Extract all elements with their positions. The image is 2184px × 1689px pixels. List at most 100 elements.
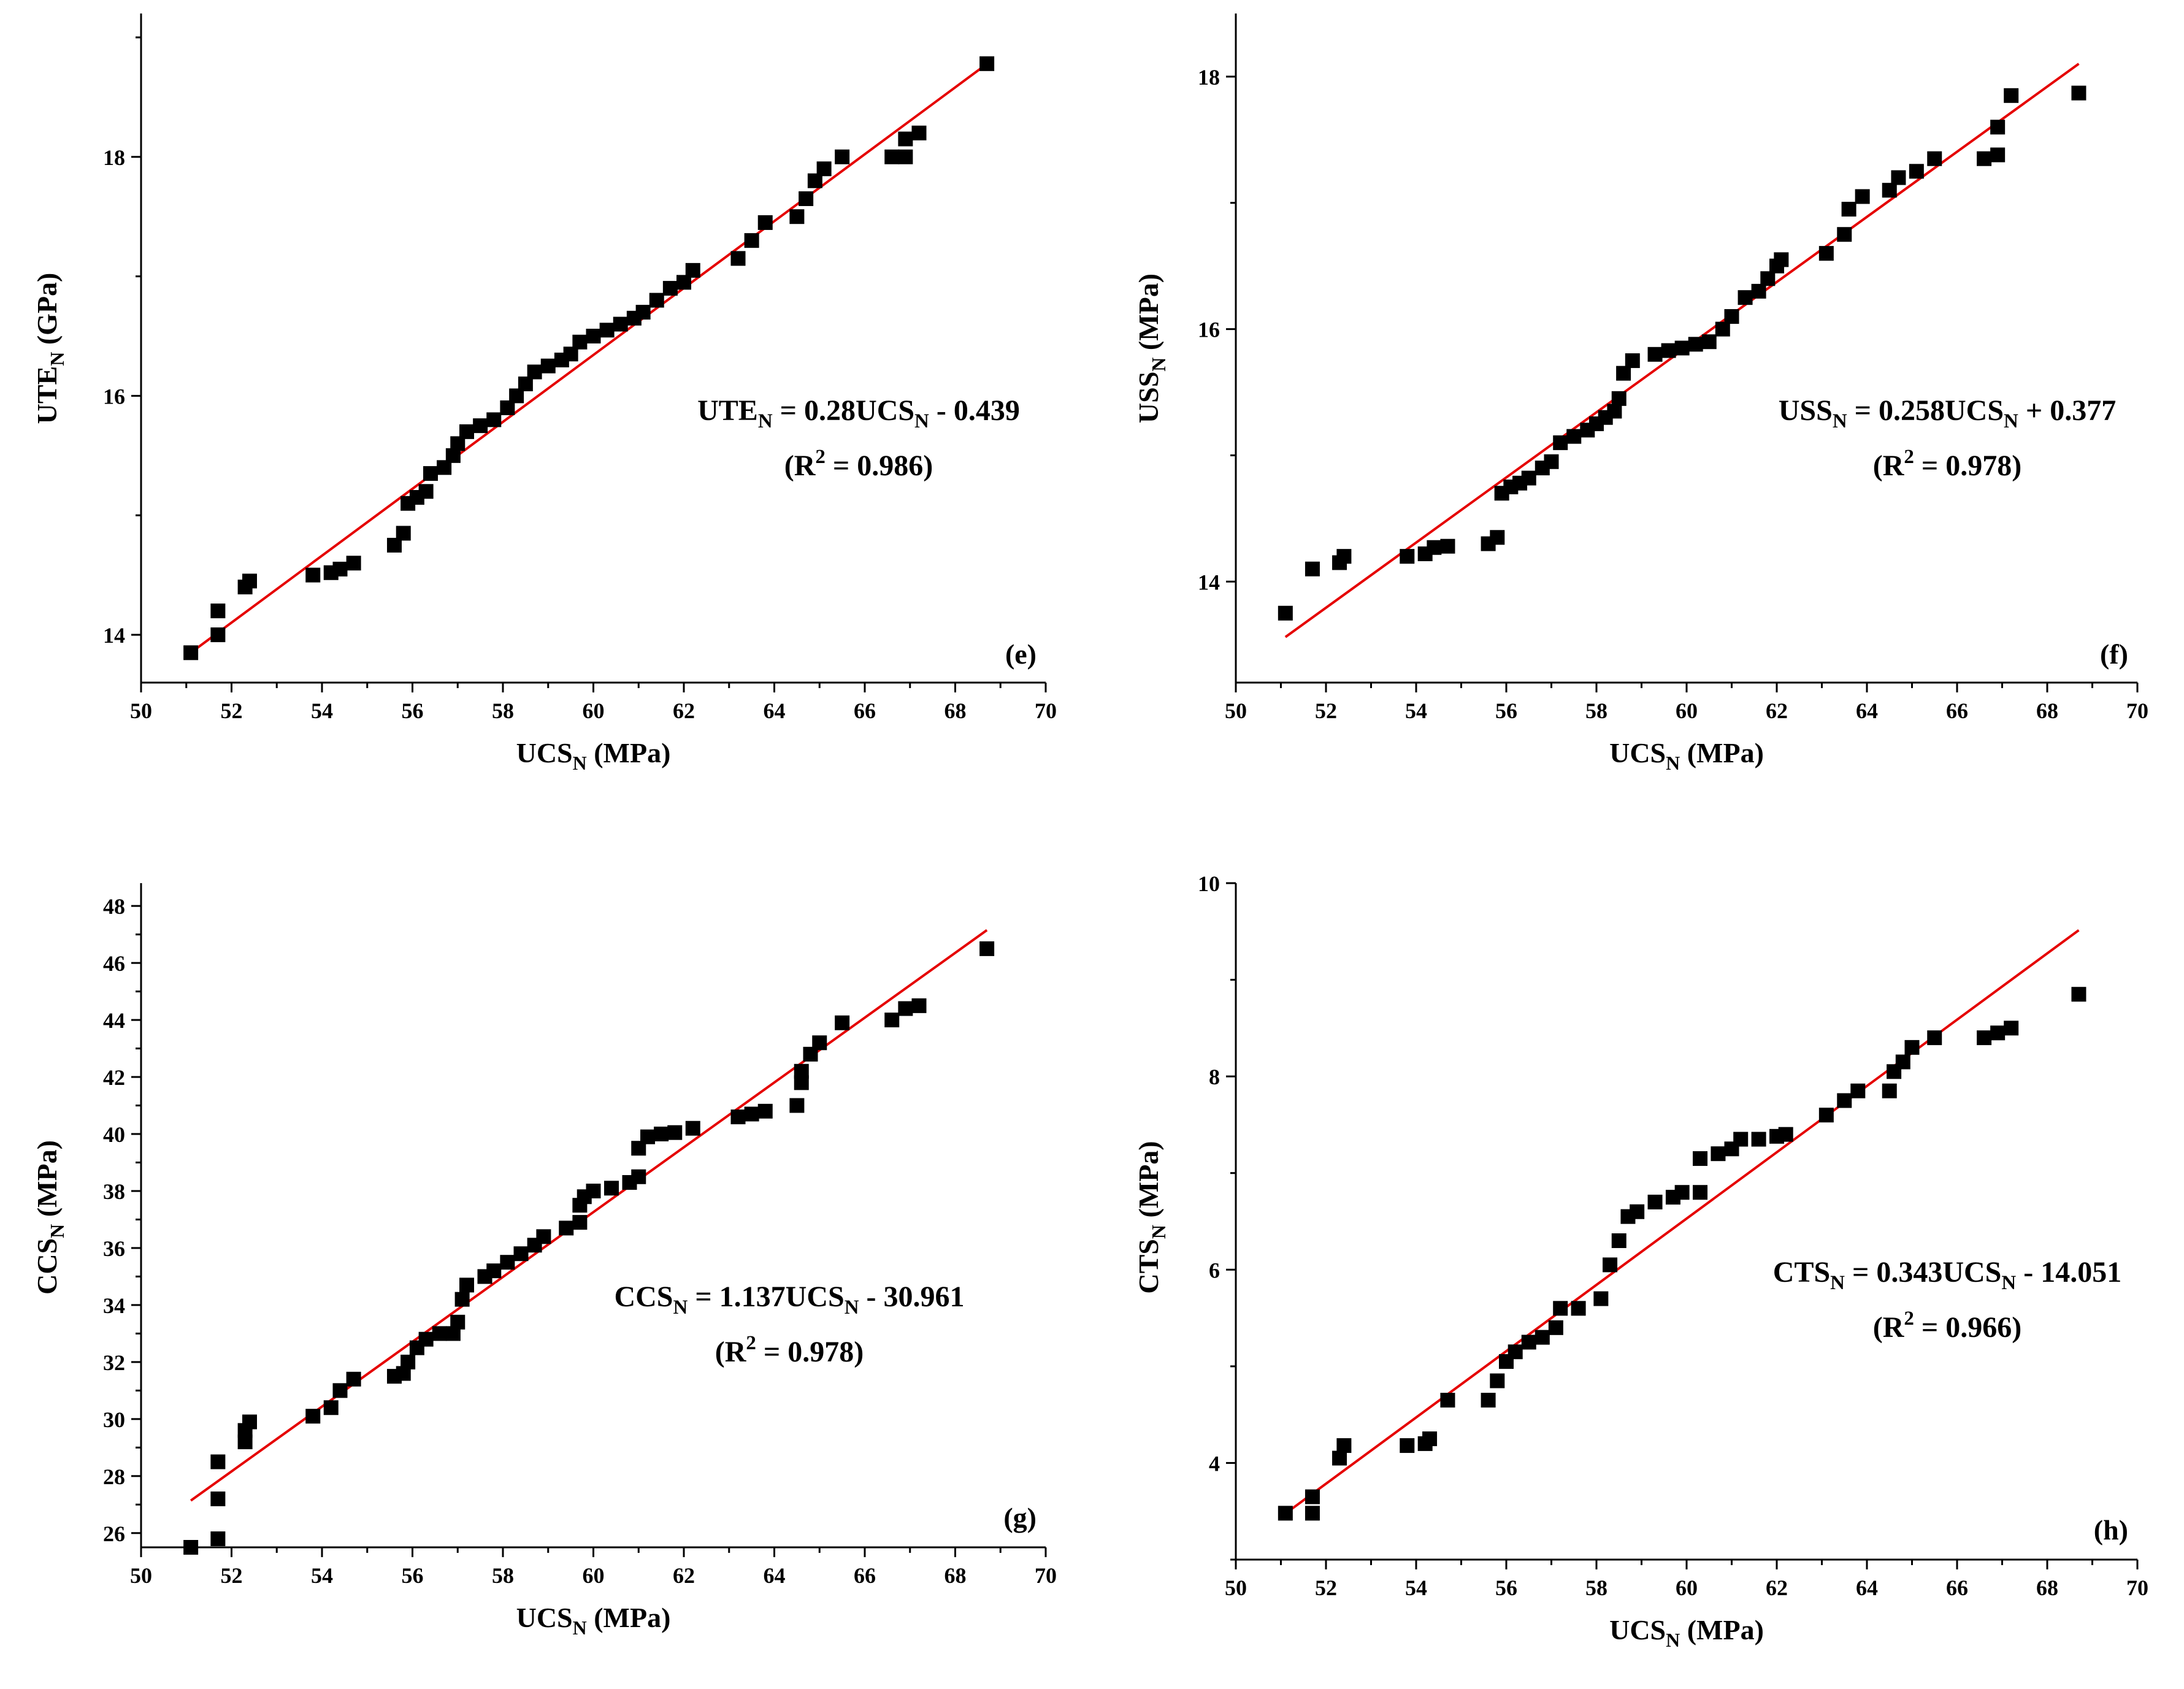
y-axis-title-main: CCS	[31, 1238, 63, 1295]
y-tick-label: 6	[1209, 1258, 1220, 1282]
y-tick-label: 28	[103, 1465, 125, 1489]
x-tick-label: 58	[1585, 699, 1607, 723]
data-point	[1711, 1146, 1726, 1162]
data-point	[1882, 1083, 1897, 1098]
x-axis-title-main: UCS	[1609, 1614, 1666, 1645]
data-point	[685, 1120, 700, 1136]
y-axis-title: CCSN (MPa)	[31, 1140, 68, 1295]
data-point	[730, 251, 746, 266]
eq-coef-sub: N	[2001, 1272, 2016, 1294]
data-point	[757, 215, 773, 230]
data-point	[423, 466, 438, 481]
r-squared: (R2 = 0.978)	[715, 1332, 864, 1368]
data-point	[1751, 1132, 1766, 1147]
y-axis-title: USSN (MPa)	[1133, 274, 1170, 423]
data-point	[2071, 85, 2086, 101]
x-tick-label: 66	[1946, 699, 1968, 723]
data-point	[1688, 337, 1703, 352]
data-point	[1977, 151, 1992, 166]
x-tick-label: 62	[673, 699, 695, 723]
x-tick-label: 60	[583, 1563, 605, 1588]
y-tick-label: 48	[103, 894, 125, 919]
data-point	[486, 412, 502, 427]
x-tick-label: 56	[1495, 1576, 1517, 1600]
x-tick-label: 58	[1585, 1576, 1607, 1600]
data-point	[1400, 549, 1415, 564]
data-point	[513, 1246, 529, 1262]
data-point	[794, 1063, 809, 1079]
r2-post: = 0.978)	[756, 1336, 864, 1368]
data-point	[662, 281, 678, 296]
x-axis-title-sub: N	[1666, 752, 1680, 774]
eq-lhs: UTE	[697, 394, 758, 427]
eq-lhs: CTS	[1773, 1256, 1830, 1289]
data-point	[1855, 189, 1870, 204]
data-point	[1427, 540, 1442, 555]
data-point	[1674, 1185, 1690, 1200]
data-point	[1738, 290, 1753, 305]
r2-sup: 2	[746, 1332, 756, 1354]
r2-sup: 2	[1904, 1308, 1914, 1330]
x-tick-label: 56	[402, 1563, 424, 1588]
data-point	[1647, 347, 1663, 362]
eq-lhs-sub: N	[673, 1296, 688, 1319]
data-point	[1607, 404, 1622, 419]
data-point	[432, 1326, 447, 1341]
data-point	[730, 1109, 746, 1125]
data-point	[1909, 164, 1924, 179]
y-tick-label: 38	[103, 1179, 125, 1204]
y-tick-label: 46	[103, 951, 125, 976]
x-tick-label: 54	[1405, 1576, 1427, 1600]
data-point	[1904, 1040, 1920, 1055]
data-point	[1490, 530, 1505, 545]
y-tick-label: 44	[103, 1008, 125, 1033]
data-point	[884, 149, 900, 164]
data-point	[1603, 1257, 1618, 1273]
data-point	[744, 1106, 759, 1122]
eq-rest: + 0.377	[2018, 394, 2116, 427]
data-point	[305, 1409, 321, 1424]
x-axis-title-unit: (MPa)	[1680, 737, 1764, 768]
data-point	[418, 1331, 434, 1347]
x-tick-label: 60	[583, 699, 605, 723]
data-point	[473, 418, 488, 434]
data-point	[1895, 1054, 1910, 1070]
data-point	[210, 627, 226, 643]
x-tick-label: 50	[130, 699, 152, 723]
data-point	[1977, 1030, 1992, 1046]
data-point	[1674, 340, 1690, 356]
data-point	[604, 1181, 619, 1196]
data-point	[1305, 561, 1320, 576]
data-point	[1891, 170, 1906, 185]
regression-equation: CCSN = 1.137UCSN - 30.961	[614, 1281, 964, 1319]
r-squared: (R2 = 0.978)	[1873, 446, 2022, 482]
y-axis-title: UTEN (GPa)	[31, 273, 68, 424]
data-point	[400, 1354, 416, 1369]
y-tick-label: 34	[103, 1293, 125, 1318]
data-point	[459, 1277, 474, 1293]
y-tick-label: 8	[1209, 1065, 1220, 1089]
y-tick-label: 40	[103, 1122, 125, 1147]
eq-lhs-sub: N	[758, 410, 773, 432]
eq-coef: = 0.343UCS	[1845, 1256, 2001, 1289]
data-point	[898, 131, 913, 147]
data-point	[1535, 1330, 1550, 1345]
data-point	[898, 149, 913, 164]
data-point	[631, 1169, 646, 1184]
data-point	[1841, 202, 1856, 217]
data-point	[305, 567, 321, 583]
y-axis-title-main: UTE	[31, 366, 63, 424]
y-tick-label: 30	[103, 1408, 125, 1432]
x-tick-label: 68	[2036, 699, 2058, 723]
data-point	[1616, 366, 1631, 381]
data-point	[323, 1400, 339, 1415]
x-tick-label: 64	[1856, 1576, 1878, 1600]
data-point	[1521, 1335, 1536, 1350]
x-tick-label: 50	[1225, 699, 1247, 723]
y-axis-title-sub: N	[46, 1224, 68, 1238]
chart-panel-g: 50 52 54 56 58 60 62 64 66 68 70 26 28 30 32 34 36 38 40 42…	[31, 883, 1057, 1639]
data-point	[1336, 549, 1352, 564]
r2-pre: (R	[715, 1336, 747, 1368]
